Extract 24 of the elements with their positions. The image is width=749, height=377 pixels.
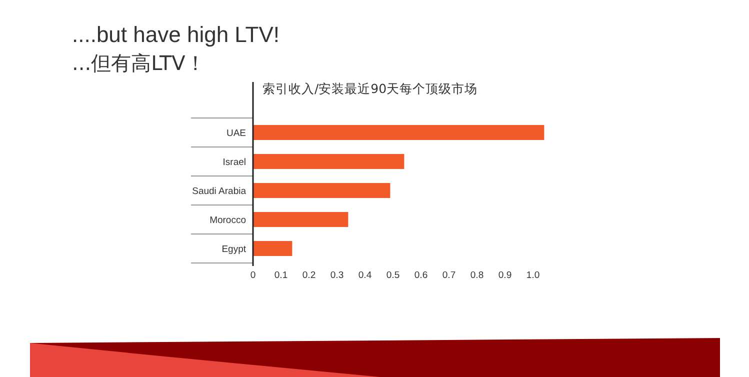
bar xyxy=(253,183,390,198)
x-tick-label: 0.9 xyxy=(498,270,512,281)
x-tick-label: 0 xyxy=(250,270,256,281)
chart-subtitle: ...但有高LTV！ xyxy=(72,51,206,75)
bar xyxy=(253,154,404,169)
y-tick-label: Israel xyxy=(222,157,246,168)
y-tick-label: UAE xyxy=(226,128,246,139)
x-tick-label: 0.6 xyxy=(414,270,428,281)
x-tick-label: 0.5 xyxy=(386,270,400,281)
bar xyxy=(253,125,544,140)
y-tick-label: Morocco xyxy=(210,215,246,226)
x-tick-label: 0.2 xyxy=(302,270,316,281)
x-tick-label: 0.4 xyxy=(358,270,372,281)
x-tick-label: 0.1 xyxy=(274,270,288,281)
x-tick-label: 1.0 xyxy=(526,270,540,281)
bar xyxy=(253,241,292,256)
y-tick-label: Egypt xyxy=(222,244,246,255)
bar xyxy=(253,212,348,227)
y-tick-label: Saudi Arabia xyxy=(192,186,247,197)
x-tick-label: 0.3 xyxy=(330,270,344,281)
x-tick-label: 0.8 xyxy=(470,270,484,281)
chart-title: ....but have high LTV! xyxy=(72,22,280,47)
x-tick-label: 0.7 xyxy=(442,270,456,281)
x-axis-title: 索引收入/安装最近90天每个顶级市场 xyxy=(262,81,478,96)
